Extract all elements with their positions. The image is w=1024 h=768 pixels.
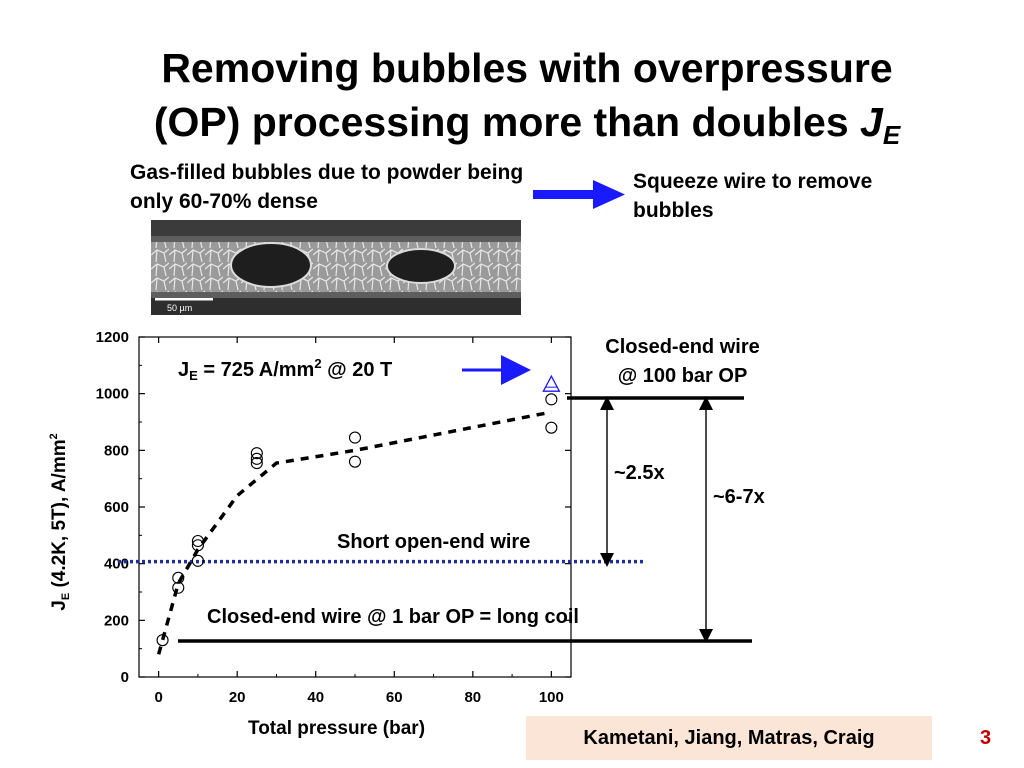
je-annotation: JE = 725 A/mm2 @ 20 T <box>178 356 393 383</box>
y-tick-label: 1200 <box>96 329 129 346</box>
author-box: Kametani, Jiang, Matras, Craig <box>526 716 932 760</box>
short-open-end-label: Short open-end wire <box>337 531 531 553</box>
ratio-2-5x-label: ~2.5x <box>614 462 665 484</box>
data-point-circle <box>172 571 185 584</box>
data-point-circle <box>348 455 362 468</box>
page-title-line-1: Removing bubbles with overpressure <box>161 45 893 91</box>
title-text: (OP) processing more than doubles <box>153 99 861 145</box>
data-point-circle <box>191 534 204 548</box>
y-tick-label: 0 <box>121 669 129 686</box>
y-tick-label: 1000 <box>96 386 129 403</box>
y-tick-label: 200 <box>104 612 129 629</box>
x-tick-label: 40 <box>307 689 324 706</box>
x-tick-label: 80 <box>464 689 481 706</box>
closed-end-1bar-label: Closed-end wire @ 1 bar OP = long coil <box>207 606 579 628</box>
data-point-triangle <box>542 374 561 392</box>
reference-lines <box>118 396 752 643</box>
x-axis-label: Total pressure (bar) <box>248 718 426 739</box>
wire-micrograph: 50 µm <box>151 220 521 315</box>
y-axis-label: JE (4.2K, 5T), A/mm2 <box>48 433 72 611</box>
data-point-circle <box>172 581 185 594</box>
page-number: 3 <box>980 727 992 749</box>
ratio-arrows <box>462 355 713 643</box>
right-arrow-icon <box>533 180 625 209</box>
data-point-circle <box>250 452 263 465</box>
page-title-line-2: (OP) processing more than doubles JE <box>15 98 1024 159</box>
x-tick-label: 0 <box>154 689 162 706</box>
data-point-circle <box>545 421 558 434</box>
data-point-circle <box>545 393 558 406</box>
data-point-circle <box>156 634 169 647</box>
data-point-circle <box>250 457 263 470</box>
scale-bar-label: 50 µm <box>167 303 192 313</box>
ratio-6-7x-label: ~6-7x <box>713 486 765 508</box>
data-point-circle <box>348 431 362 444</box>
data-point-circle <box>191 539 204 552</box>
y-tick-label: 600 <box>104 499 129 516</box>
data-point-circle <box>250 447 263 460</box>
y-tick-label: 400 <box>104 556 129 573</box>
data-points <box>156 374 561 647</box>
x-tick-label: 20 <box>229 689 246 706</box>
bubble-caption: Gas-filled bubbles due to powder being o… <box>130 161 524 213</box>
x-tick-label: 100 <box>539 689 564 706</box>
title-je-symbol: JE <box>860 99 901 150</box>
y-tick-label: 800 <box>104 442 129 459</box>
x-tick-label: 60 <box>386 689 403 706</box>
squeeze-caption: Squeeze wire to remove bubbles <box>633 170 873 222</box>
closed-end-100bar-label: Closed-end wire @ 100 bar OP <box>605 336 760 387</box>
data-point-circle <box>191 554 204 567</box>
